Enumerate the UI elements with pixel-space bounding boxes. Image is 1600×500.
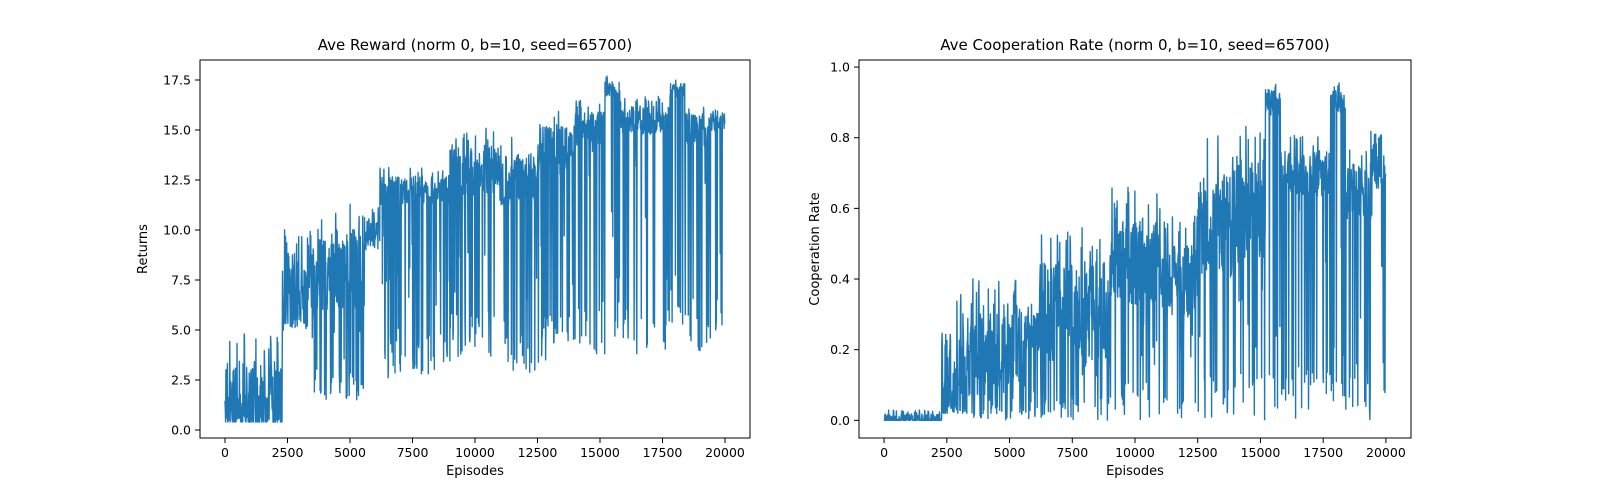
- x-tick-label: 7500: [397, 445, 429, 460]
- x-tick-label: 17500: [1303, 445, 1343, 460]
- y-tick-label: 5.0: [171, 323, 191, 338]
- x-tick-label: 2500: [931, 445, 963, 460]
- x-tick-label: 12500: [1178, 445, 1218, 460]
- y-tick-label: 7.5: [171, 273, 191, 288]
- y-tick-label: 0.6: [830, 201, 850, 216]
- x-tick-label: 0: [880, 445, 888, 460]
- x-tick-label: 0: [221, 445, 229, 460]
- x-tick-label: 2500: [272, 445, 304, 460]
- y-tick-label: 0.2: [830, 342, 850, 357]
- y-tick-label: 15.0: [163, 123, 191, 138]
- y-tick-label: 0.0: [830, 413, 850, 428]
- x-tick-label: 12500: [518, 445, 558, 460]
- y-axis-label: Returns: [136, 224, 151, 274]
- reward-chart: 0 2500 5000 7500 10000 12500 15000 17500 20000 0.…: [136, 36, 751, 479]
- y-tick-label: 12.5: [163, 173, 191, 188]
- x-tick-label: 10000: [1115, 445, 1155, 460]
- x-axis-label: Episodes: [1106, 464, 1164, 479]
- x-tick-label: 7500: [1056, 445, 1088, 460]
- x-tick-label: 10000: [455, 445, 495, 460]
- y-tick-label: 0.0: [171, 423, 191, 438]
- y-tick-label: 17.5: [163, 73, 191, 88]
- x-tick-label: 5000: [994, 445, 1026, 460]
- y-tick-label: 10.0: [163, 223, 191, 238]
- x-tick-label: 20000: [1366, 445, 1406, 460]
- x-tick-label: 5000: [334, 445, 366, 460]
- x-axis-label: Episodes: [446, 464, 504, 479]
- x-tick-label: 15000: [580, 445, 620, 460]
- x-tick-label: 20000: [705, 445, 745, 460]
- y-axis-label: Cooperation Rate: [808, 192, 823, 305]
- series-line: [883, 82, 1387, 421]
- y-tick-label: 0.8: [830, 130, 850, 145]
- y-tick-label: 0.4: [830, 272, 850, 287]
- x-tick-label: 17500: [643, 445, 683, 460]
- cooperation-chart: 0 2500 5000 7500 10000 12500 15000 17500 20000 0.…: [808, 36, 1412, 479]
- y-tick-label: 2.5: [171, 373, 191, 388]
- series-line: [224, 75, 726, 423]
- chart-title: Ave Cooperation Rate (norm 0, b=10, seed…: [940, 36, 1329, 54]
- chart-title: Ave Reward (norm 0, b=10, seed=65700): [318, 36, 632, 54]
- y-tick-label: 1.0: [830, 60, 850, 75]
- x-tick-label: 15000: [1241, 445, 1281, 460]
